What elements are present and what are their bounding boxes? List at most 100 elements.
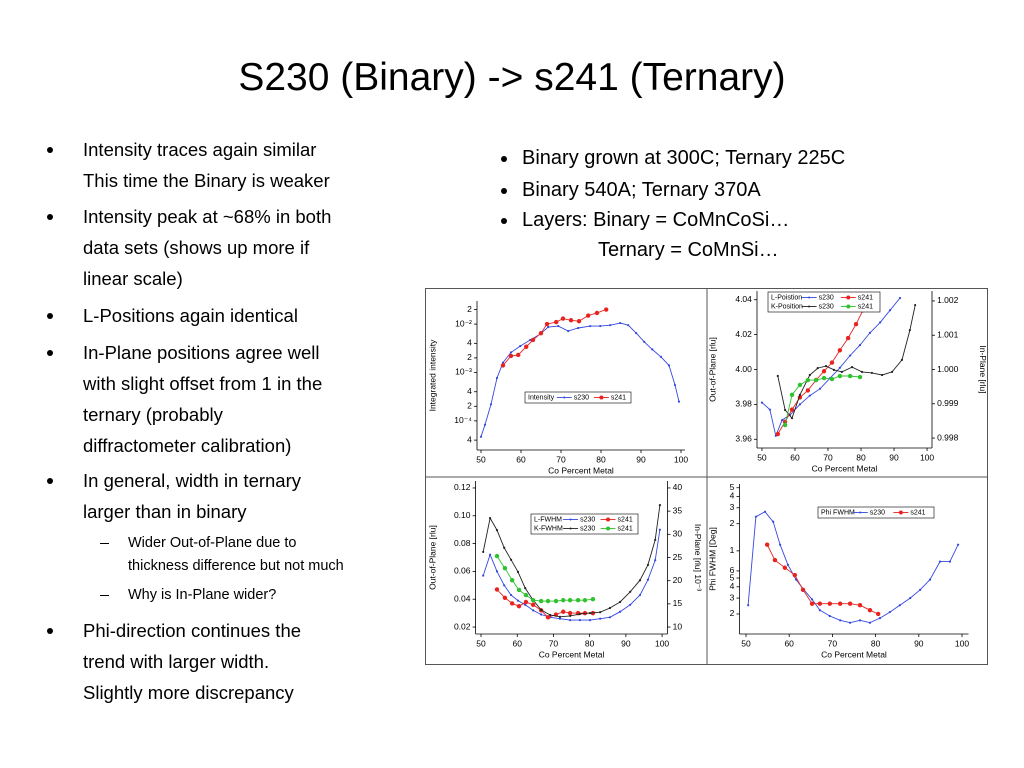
data-point [677,400,681,403]
legend-entry: s241 [858,303,873,310]
data-point [608,606,612,610]
bullet-line: Slightly more discrepancy [83,682,294,703]
y-tick-label: 3.96 [735,434,752,444]
data-point [817,601,823,606]
x-tick-label: 80 [871,638,881,648]
data-point [524,603,527,606]
data-point [673,383,677,387]
legend-marker [808,305,811,308]
data-point [567,329,570,333]
data-point [523,599,529,605]
bullet-line: In general, width in ternary [83,470,302,491]
bullet: Binary 540A; Ternary 370A [501,175,761,205]
data-point [638,593,642,597]
data-point [530,597,536,603]
data-point [760,401,764,404]
x-axis-title: Co Percent Metal [539,649,605,659]
x-axis-title: Co Percent Metal [812,463,878,473]
bullet-line: trend with larger width. [83,651,270,672]
legend-label: L-Poistion [771,294,802,301]
legend-label: Phi FWHM [821,509,855,516]
data-point [783,408,787,412]
legend-marker [808,296,811,299]
data-point [516,352,521,358]
data-point [847,373,853,379]
legend-marker [898,510,903,515]
data-point [578,612,581,616]
x-tick-label: 70 [549,638,559,648]
y-tick-label: 4.02 [735,329,752,339]
bullet-line: In-Plane positions agree well [83,342,320,363]
data-point [495,570,499,573]
data-point [516,599,520,602]
series-line [777,309,864,435]
y-tick-label: 3 [730,502,735,512]
bullet: Binary grown at 300C; Ternary 225C [501,143,845,173]
slide-title: S230 (Binary) -> s241 (Ternary) [238,56,786,99]
data-point [619,321,622,325]
data-point [764,542,770,547]
series-line [761,297,901,438]
data-point [494,553,500,559]
data-point [768,408,771,411]
x-tick-label: 70 [556,454,566,464]
data-point [646,563,650,567]
data-point [561,597,566,603]
series-line [480,322,680,437]
data-point [638,579,642,582]
sub-bullet: Why is In-Plane wider? [100,584,276,607]
data-point [857,374,863,380]
bullet: L-Positions again identical [47,300,298,331]
data-point [538,330,544,336]
data-point [554,319,559,325]
y-tick-label: 0.02 [454,621,471,631]
data-point [837,601,843,606]
x-tick-label: 60 [784,638,794,648]
data-point [544,321,550,327]
x-tick-label: 60 [516,454,526,464]
y2-tick-label: 1.002 [937,295,959,305]
data-point [578,618,581,622]
data-point [582,597,588,603]
data-point [501,361,505,364]
bullet-line: with slight offset from 1 in the [83,373,323,394]
data-point [808,394,811,397]
data-point [557,324,560,328]
data-point [849,354,852,357]
y-tick-label: 10⁻⁴ [454,415,472,425]
data-point [808,373,811,377]
bullet-dot [47,147,53,153]
data-point [779,543,782,546]
data-point [805,388,811,393]
y-tick-label: 4.00 [735,364,752,374]
data-point [780,418,784,422]
legend-marker [599,395,604,400]
data-point [810,598,814,601]
y-axis-title: Phi FWHM [Deg] [707,527,717,591]
bullet-dot [501,188,507,194]
x-tick-label: 70 [823,452,833,462]
x-tick-label: 80 [596,454,606,464]
legend-entry: s230 [870,509,885,516]
y-tick-label: 0.04 [454,593,471,603]
y2-tick-label: 20 [673,575,683,585]
legend-box [767,291,881,313]
y-tick-label: 0.12 [454,482,471,492]
data-point [782,422,788,428]
bullet-line: Intensity peak at ~68% in both [83,206,332,227]
data-point [530,337,536,343]
data-point [654,559,657,562]
x-axis-title: Co Percent Metal [821,649,887,659]
series-line [777,305,916,420]
data-point [821,369,827,374]
y-tick-label: 0.08 [454,538,471,548]
data-point [827,601,833,606]
data-point [545,615,551,620]
x-tick-label: 90 [914,638,924,648]
data-point [658,504,661,507]
data-point [867,608,873,613]
data-point [599,324,602,328]
data-point [849,621,852,624]
bullet-line: data sets (shows up more if [83,237,310,258]
y2-tick-label: 0.999 [937,398,959,408]
